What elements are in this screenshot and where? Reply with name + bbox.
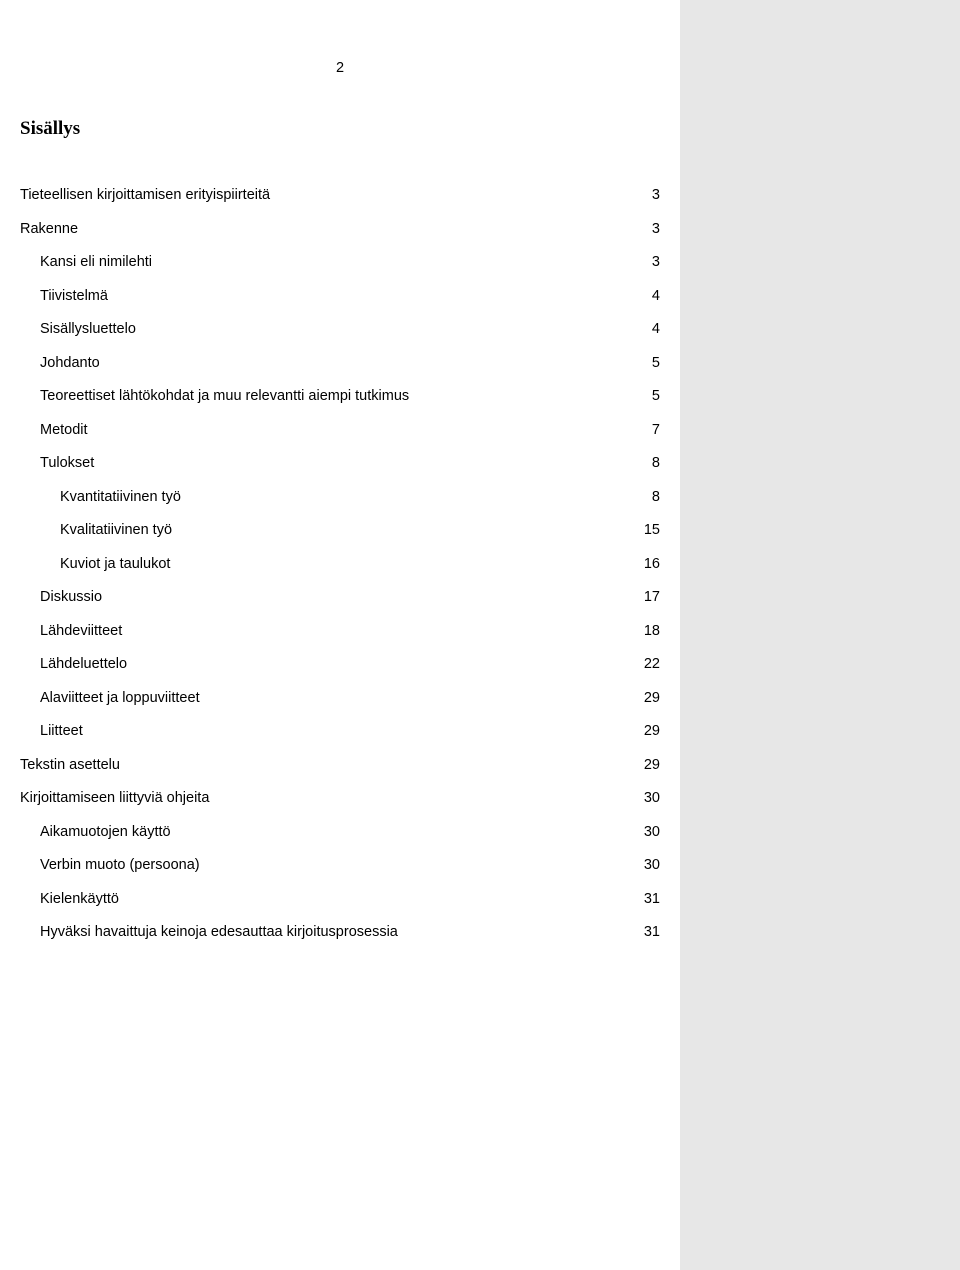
toc-entry-page: 29 [630, 691, 660, 706]
toc-entry-label: Kielenkäyttö [20, 892, 630, 907]
toc-row: Kielenkäyttö31 [20, 892, 660, 907]
toc-entry-page: 29 [630, 724, 660, 739]
toc-entry-label: Lähdeviitteet [20, 624, 630, 639]
toc-title: Sisällys [20, 118, 660, 140]
toc-list: Tieteellisen kirjoittamisen erityispiirt… [20, 188, 660, 940]
toc-row: Johdanto5 [20, 356, 660, 371]
toc-entry-page: 8 [630, 490, 660, 505]
toc-row: Tiivistelmä4 [20, 289, 660, 304]
toc-entry-label: Tieteellisen kirjoittamisen erityispiirt… [20, 188, 630, 203]
toc-entry-label: Tulokset [20, 456, 630, 471]
toc-entry-label: Tekstin asettelu [20, 758, 630, 773]
toc-entry-label: Kvalitatiivinen työ [20, 523, 630, 538]
toc-entry-page: 5 [630, 356, 660, 371]
toc-entry-page: 3 [630, 222, 660, 237]
toc-entry-page: 16 [630, 557, 660, 572]
toc-entry-page: 15 [630, 523, 660, 538]
toc-entry-page: 17 [630, 590, 660, 605]
toc-entry-page: 8 [630, 456, 660, 471]
toc-row: Teoreettiset lähtökohdat ja muu relevant… [20, 389, 660, 404]
toc-row: Kvalitatiivinen työ15 [20, 523, 660, 538]
toc-entry-label: Rakenne [20, 222, 630, 237]
toc-entry-page: 30 [630, 791, 660, 806]
toc-entry-page: 22 [630, 657, 660, 672]
toc-row: Kansi eli nimilehti3 [20, 255, 660, 270]
toc-row: Diskussio17 [20, 590, 660, 605]
toc-row: Aikamuotojen käyttö30 [20, 825, 660, 840]
toc-entry-label: Kirjoittamiseen liittyviä ohjeita [20, 791, 630, 806]
toc-row: Verbin muoto (persoona)30 [20, 858, 660, 873]
toc-entry-page: 31 [630, 892, 660, 907]
toc-row: Tulokset8 [20, 456, 660, 471]
toc-entry-label: Aikamuotojen käyttö [20, 825, 630, 840]
toc-entry-label: Kuviot ja taulukot [20, 557, 630, 572]
toc-row: Metodit7 [20, 423, 660, 438]
toc-entry-label: Johdanto [20, 356, 630, 371]
toc-row: Sisällysluettelo4 [20, 322, 660, 337]
toc-row: Tieteellisen kirjoittamisen erityispiirt… [20, 188, 660, 203]
toc-row: Kvantitatiivinen työ8 [20, 490, 660, 505]
toc-row: Tekstin asettelu29 [20, 758, 660, 773]
toc-entry-page: 30 [630, 825, 660, 840]
toc-entry-page: 18 [630, 624, 660, 639]
toc-entry-page: 4 [630, 322, 660, 337]
toc-entry-label: Verbin muoto (persoona) [20, 858, 630, 873]
toc-row: Hyväksi havaittuja keinoja edesauttaa ki… [20, 925, 660, 940]
toc-row: Rakenne3 [20, 222, 660, 237]
page-number: 2 [20, 60, 660, 76]
toc-entry-page: 3 [630, 255, 660, 270]
toc-row: Lähdeluettelo22 [20, 657, 660, 672]
toc-row: Alaviitteet ja loppuviitteet29 [20, 691, 660, 706]
toc-entry-page: 30 [630, 858, 660, 873]
toc-row: Kirjoittamiseen liittyviä ohjeita30 [20, 791, 660, 806]
toc-row: Lähdeviitteet18 [20, 624, 660, 639]
right-margin-panel [680, 0, 960, 1270]
toc-entry-label: Metodit [20, 423, 630, 438]
toc-entry-label: Diskussio [20, 590, 630, 605]
toc-entry-label: Sisällysluettelo [20, 322, 630, 337]
toc-entry-label: Kvantitatiivinen työ [20, 490, 630, 505]
toc-entry-page: 7 [630, 423, 660, 438]
toc-entry-label: Lähdeluettelo [20, 657, 630, 672]
toc-entry-page: 5 [630, 389, 660, 404]
toc-entry-label: Alaviitteet ja loppuviitteet [20, 691, 630, 706]
toc-entry-page: 31 [630, 925, 660, 940]
toc-row: Liitteet29 [20, 724, 660, 739]
toc-entry-page: 3 [630, 188, 660, 203]
toc-entry-label: Liitteet [20, 724, 630, 739]
toc-entry-label: Teoreettiset lähtökohdat ja muu relevant… [20, 389, 630, 404]
toc-entry-page: 4 [630, 289, 660, 304]
toc-entry-label: Tiivistelmä [20, 289, 630, 304]
document-page: 2 Sisällys Tieteellisen kirjoittamisen e… [0, 0, 680, 1270]
toc-entry-label: Kansi eli nimilehti [20, 255, 630, 270]
toc-entry-label: Hyväksi havaittuja keinoja edesauttaa ki… [20, 925, 630, 940]
toc-row: Kuviot ja taulukot16 [20, 557, 660, 572]
toc-entry-page: 29 [630, 758, 660, 773]
